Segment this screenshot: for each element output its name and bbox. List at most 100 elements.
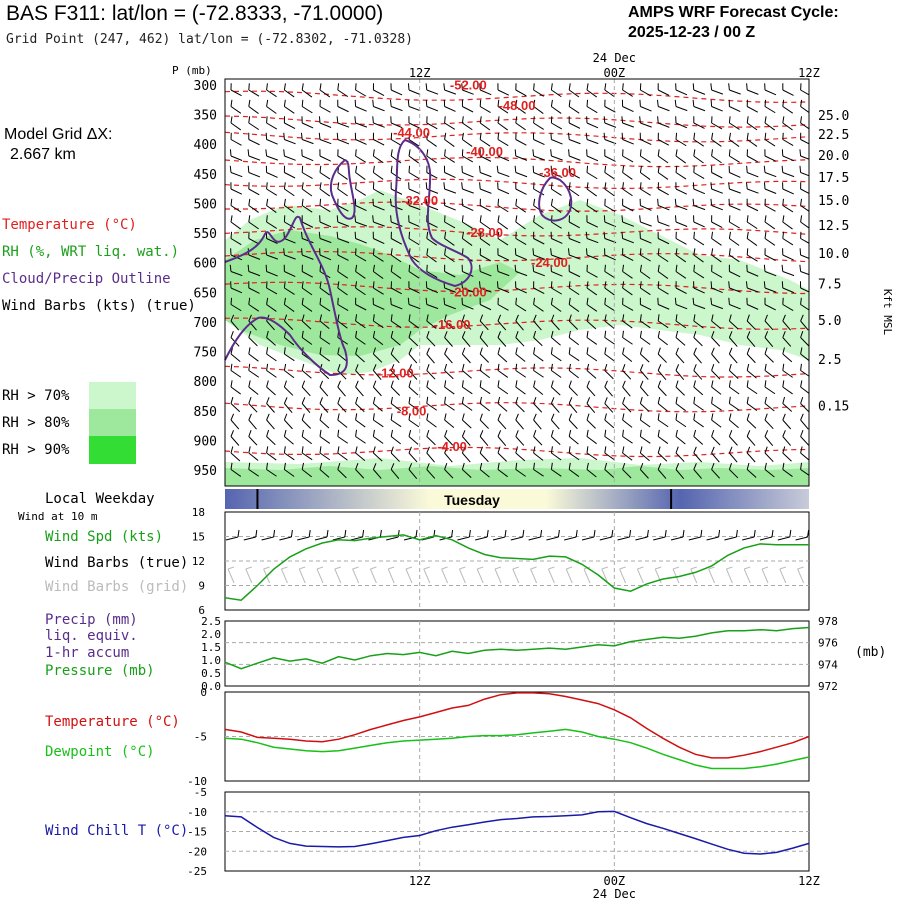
wind-barb-shaft (658, 205, 670, 211)
wind-barb-feather (711, 331, 715, 338)
wind-barb-feather (533, 429, 537, 437)
wind-barb (657, 248, 669, 263)
wind-barb-feather (497, 99, 500, 107)
true-wind-barb-shaft (706, 536, 719, 541)
isotherm-label: -24.00 (531, 255, 568, 270)
wind-barb-shaft (551, 452, 562, 461)
wind-barb-feather (746, 231, 749, 239)
wind-barb-shaft (533, 304, 544, 312)
wind-barb-feather (533, 347, 536, 355)
cloud-outline-upper (329, 158, 356, 220)
wind-barb-shaft (248, 403, 258, 413)
wind-barb (746, 363, 757, 379)
wind-barb-shaft (284, 386, 294, 396)
grid-wind-barb-feather (726, 566, 733, 570)
true-wind-barb-shaft (546, 536, 559, 541)
wind-barb-feather (266, 116, 268, 124)
wind-barb (283, 165, 296, 179)
wind-barb-feather (693, 463, 697, 470)
wind-barb-shaft (319, 172, 331, 180)
isotherm-label: -12.00 (377, 366, 414, 381)
wind-barb (319, 99, 331, 113)
wind-barb-feather (746, 462, 750, 470)
wind-barb-shaft (444, 188, 457, 194)
wind-barb-feather (248, 380, 251, 388)
wind-barb-feather (354, 198, 357, 206)
wind-barb-shaft (337, 122, 350, 128)
wind-barb-shaft (622, 370, 632, 380)
wind-barb-feather (764, 198, 766, 206)
wind-barb-feather (426, 314, 429, 322)
wind-barb (372, 396, 383, 412)
wind-barb (639, 264, 651, 279)
top-date-label: 24 Dec (593, 51, 636, 65)
wind-barb-feather (319, 281, 322, 289)
wind-barb-feather (657, 182, 659, 190)
wind-barb-shaft (551, 386, 561, 396)
wind-barb (355, 83, 367, 97)
wind-barb-shaft (462, 155, 474, 163)
grid-wind-barb-shaft (298, 568, 306, 584)
wind-barb-shaft (586, 337, 598, 345)
wind-barb-feather (764, 462, 767, 470)
height-tick-label: 0.15 (818, 399, 849, 414)
wind-barb-shaft (266, 254, 279, 260)
wind-barb-shaft (319, 139, 332, 145)
weekday-label: Local Weekday (45, 491, 155, 507)
wind-barb (622, 364, 632, 380)
wind-barb-feather (337, 281, 340, 289)
wind-barb (301, 264, 314, 278)
wind-barb (444, 215, 456, 229)
wind-barb-feather (568, 413, 573, 421)
wind-barb-shaft (711, 106, 723, 112)
wind-barb (657, 132, 670, 146)
wind-barb-shaft (497, 386, 509, 395)
wind-barb-shaft (604, 271, 616, 279)
true-wind-barb (759, 529, 774, 541)
wind-barb (550, 116, 563, 130)
wind-barb (355, 281, 366, 296)
wind-barb-shaft (604, 370, 614, 380)
wind-barb (711, 396, 722, 411)
wind-barb-feather (497, 149, 499, 157)
wind-barb-feather (301, 380, 306, 388)
wind-barb-feather (248, 330, 252, 338)
wind-barb-feather (372, 165, 375, 173)
wind-barb-feather (461, 462, 465, 470)
wind-barb (283, 264, 296, 278)
wind-barb-shaft (711, 172, 723, 179)
wind-barb-shaft (319, 238, 332, 244)
wind-barb-shaft (444, 452, 453, 463)
wind-barb-shaft (426, 337, 436, 347)
wind-barb-shaft (515, 436, 525, 446)
wind-barb (301, 281, 313, 296)
wind-barb-shaft (747, 188, 759, 194)
wind-barb (764, 462, 775, 478)
wind-barb (337, 429, 349, 444)
wind-barb-feather (675, 380, 679, 388)
wind-barb (532, 149, 546, 161)
wind-barb-shaft (284, 238, 296, 244)
wind-barb (355, 182, 366, 196)
wind-barb-shaft (355, 353, 365, 363)
wind-barb-feather (479, 331, 484, 338)
wind-barb-feather (266, 99, 269, 107)
wind-barb-shaft (408, 304, 421, 310)
wind-barb-feather (622, 281, 625, 289)
wind-barb-feather (319, 413, 323, 421)
wind-barb-shaft (337, 106, 349, 113)
true-wind-barb-feather (611, 529, 614, 538)
wind-barb (728, 297, 741, 310)
wind-barb (711, 446, 720, 463)
height-tick-label: 22.5 (818, 128, 849, 143)
wind-barb-shaft (782, 469, 793, 477)
wind-barb (301, 83, 313, 98)
wind-barb-shaft (462, 271, 474, 277)
wind-barb (497, 116, 509, 131)
grid-wind-barb-feather (779, 566, 786, 570)
bottom-time-tick-label: 12Z (409, 874, 431, 888)
wind-barb-shaft (586, 452, 598, 461)
grid-wind-barb-shaft (423, 568, 431, 584)
wind-barb-feather (266, 380, 269, 388)
wind-barb (639, 463, 649, 479)
